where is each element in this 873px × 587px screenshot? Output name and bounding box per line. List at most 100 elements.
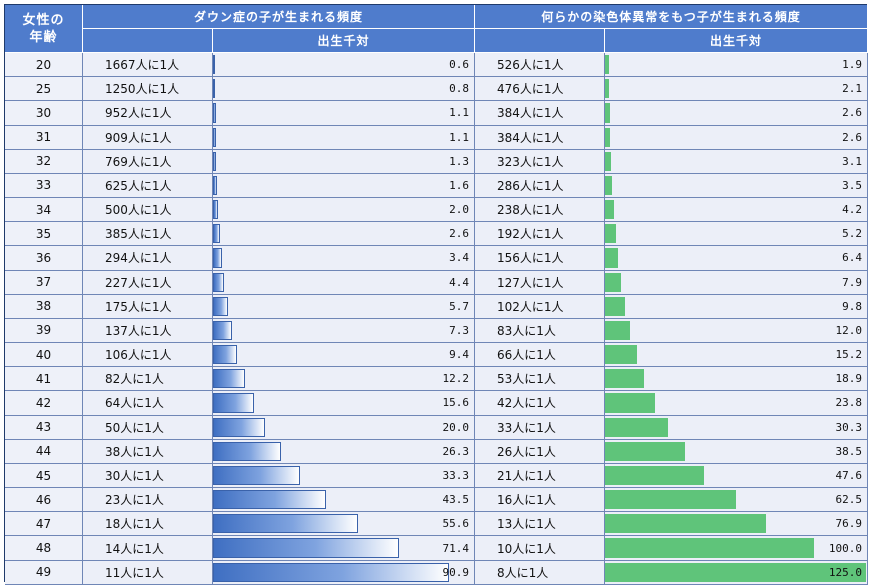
chrom-ratio-cell: 21人に1人 [475, 463, 605, 489]
down-ratio-cell: 175人に1人 [83, 294, 213, 319]
chrom-ratio-cell: 8人に1人 [475, 560, 605, 585]
chrom-value-label: 4.2 [842, 203, 862, 217]
chrom-ratio-cell: 384人に1人 [475, 101, 605, 126]
age-cell: 36 [5, 246, 83, 271]
chrom-bar-cell: 125.0 [605, 560, 868, 585]
chrom-ratio-cell: 53人に1人 [475, 367, 605, 392]
age-cell: 20 [5, 53, 83, 78]
down-bar [213, 272, 225, 292]
frequency-table: 女性の 年齢 ダウン症の子が生まれる頻度 何らかの染色体異常をもつ子が生まれる頻… [4, 4, 868, 585]
chrom-value-label: 12.0 [835, 323, 863, 337]
chrom-bar-cell: 62.5 [605, 488, 868, 513]
down-bar-cell: 33.3 [213, 463, 475, 489]
down-bar [213, 296, 228, 316]
chrom-value-label: 15.2 [835, 348, 863, 362]
chrom-ratio-cell: 323人に1人 [475, 149, 605, 174]
chrom-value-label: 23.8 [835, 396, 863, 410]
down-bar-cell: 5.7 [213, 294, 475, 319]
chrom-value-label: 5.2 [842, 227, 862, 241]
chrom-bar-cell: 6.4 [605, 246, 868, 271]
down-bar [213, 465, 300, 486]
age-cell: 31 [5, 125, 83, 150]
chrom-bar [605, 345, 637, 365]
down-ratio-cell: 23人に1人 [83, 488, 213, 513]
chrom-bar [605, 55, 609, 75]
down-value-label: 33.3 [442, 469, 470, 482]
down-bar-cell: 0.6 [213, 53, 475, 78]
chrom-value-label: 2.6 [842, 130, 862, 144]
chrom-ratio-cell: 33人に1人 [475, 415, 605, 440]
down-bar [213, 490, 327, 510]
age-cell: 40 [5, 343, 83, 368]
down-bar-cell: 43.5 [213, 488, 475, 513]
down-bar [213, 441, 282, 461]
down-ratio-cell: 137人に1人 [83, 318, 213, 344]
age-cell: 30 [5, 101, 83, 126]
age-cell: 43 [5, 415, 83, 440]
down-value-label: 1.1 [449, 130, 469, 144]
chrom-ratio-cell: 83人に1人 [475, 318, 605, 344]
age-cell: 35 [5, 222, 83, 247]
chrom-bar-cell: 3.1 [605, 149, 868, 174]
chrom-bar [605, 320, 631, 341]
age-cell: 47 [5, 512, 83, 537]
down-bar [213, 79, 216, 99]
chrom-ratio-cell: 127人に1人 [475, 270, 605, 295]
chrom-bar [605, 514, 766, 534]
chrom-value-label: 6.4 [842, 251, 862, 265]
chrom-bar-cell: 30.3 [605, 415, 868, 440]
chrom-bar [605, 417, 669, 437]
down-ratio-cell: 11人に1人 [83, 560, 213, 585]
age-cell: 33 [5, 173, 83, 199]
down-ratio-cell: 18人に1人 [83, 512, 213, 537]
down-value-label: 2.6 [449, 227, 469, 241]
down-value-label: 1.1 [449, 106, 469, 120]
down-value-label: 1.3 [449, 154, 469, 168]
chrom-bar-cell: 100.0 [605, 536, 868, 561]
chrom-ratio-cell: 13人に1人 [475, 512, 605, 537]
chrom-ratio-cell: 66人に1人 [475, 343, 605, 368]
chrom-value-label: 47.6 [835, 469, 863, 482]
down-bar-cell: 26.3 [213, 439, 475, 464]
down-value-label: 9.4 [449, 348, 469, 362]
down-bar-cell: 3.4 [213, 246, 475, 271]
down-bar-cell: 90.9 [213, 560, 475, 585]
down-syndrome-header: ダウン症の子が生まれる頻度 [83, 5, 475, 29]
chrom-value-label: 2.6 [842, 106, 862, 120]
chrom-bar-cell: 3.5 [605, 173, 868, 199]
chrom-value-label: 125.0 [828, 565, 862, 579]
chromosome-abnormality-header: 何らかの染色体異常をもつ子が生まれる頻度 [475, 5, 868, 29]
down-bar-cell: 0.8 [213, 77, 475, 102]
age-cell: 49 [5, 560, 83, 585]
chrom-bar [605, 369, 645, 389]
chrom-bar-cell: 7.9 [605, 270, 868, 295]
chrom-value-label: 62.5 [835, 493, 863, 507]
down-bar [213, 417, 265, 437]
chrom-bar-cell: 5.2 [605, 222, 868, 247]
chrom-bar-cell: 2.6 [605, 125, 868, 150]
chrom-bar [605, 103, 611, 123]
down-value-label: 26.3 [442, 444, 470, 458]
chrom-bar-cell: 38.5 [605, 439, 868, 464]
down-bar-cell: 9.4 [213, 343, 475, 368]
age-cell: 46 [5, 488, 83, 513]
chrom-bar-cell: 47.6 [605, 463, 868, 489]
chrom-bar [605, 79, 610, 99]
chrom-bar [605, 441, 686, 461]
age-cell: 37 [5, 270, 83, 295]
down-ratio-cell: 64人に1人 [83, 391, 213, 416]
down-bar [213, 55, 215, 75]
chrom-bar [605, 127, 611, 147]
chrom-bar [605, 272, 622, 292]
down-bar-cell: 1.1 [213, 101, 475, 126]
down-bar [213, 369, 245, 389]
down-value-label: 20.0 [442, 420, 470, 434]
chrom-bar [605, 465, 705, 486]
down-ratio-cell: 30人に1人 [83, 463, 213, 489]
down-ratio-cell: 38人に1人 [83, 439, 213, 464]
chrom-bar [605, 224, 616, 244]
down-bar [213, 345, 238, 365]
age-cell: 32 [5, 149, 83, 174]
down-value-label: 3.4 [449, 251, 469, 265]
age-header-line2: 年齢 [29, 29, 58, 45]
